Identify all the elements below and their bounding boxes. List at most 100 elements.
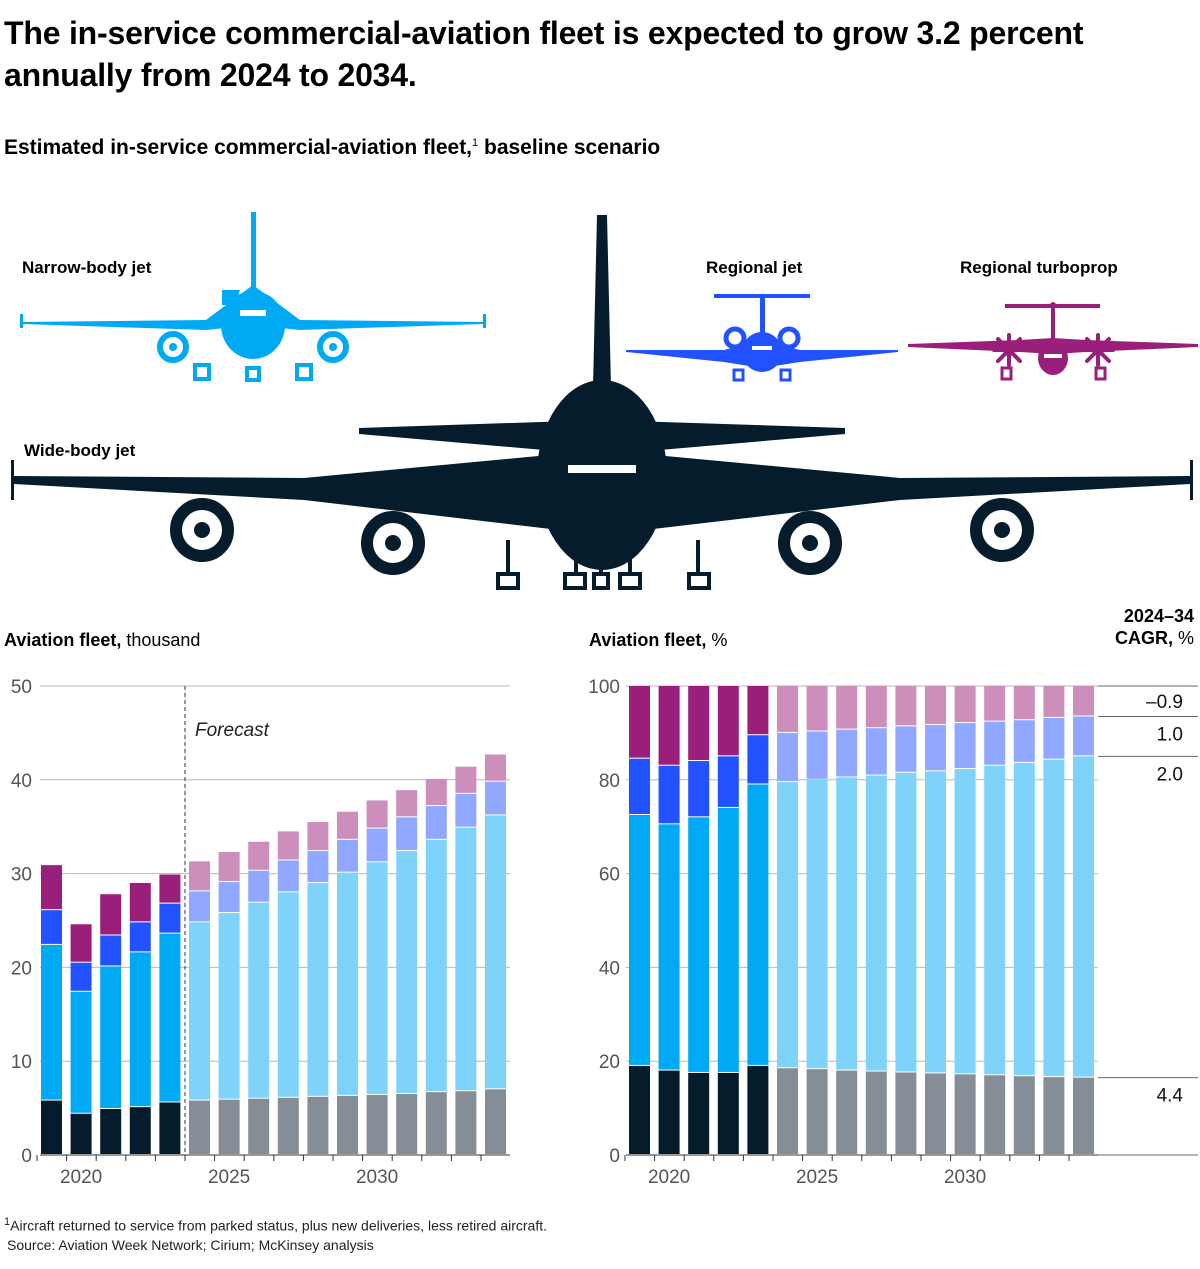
- left-bar-wide-body-jet-2031: [396, 1094, 418, 1154]
- right-bar-regional-jet-2025: [806, 731, 828, 779]
- right-panel-title-unit: %: [706, 630, 728, 650]
- left-y-tick-label: 0: [21, 1146, 32, 1167]
- left-bar-wide-body-jet-2023: [159, 1102, 181, 1154]
- left-bar-regional-jet-2032: [425, 806, 447, 839]
- right-bar-regional-jet-2022: [717, 756, 739, 807]
- right-bar-wide-body-jet-2024: [777, 1068, 798, 1154]
- left-bar-regional-jet-2031: [396, 817, 418, 851]
- left-bar-wide-body-jet-2021: [100, 1109, 122, 1154]
- left-bar-narrow-body-jet-2019: [41, 944, 62, 1100]
- cagr-header-unit: %: [1172, 628, 1194, 648]
- right-bar-regional-turboprop-2031: [984, 686, 1006, 721]
- right-bar-regional-jet-2021: [688, 761, 710, 817]
- left-bar-regional-turboprop-2022: [129, 882, 151, 922]
- left-bar-narrow-body-jet-2025: [218, 912, 240, 1099]
- left-bar-regional-turboprop-2024: [189, 861, 210, 891]
- chart-subtitle: Estimated in-service commercial-aviation…: [4, 136, 660, 160]
- right-bar-wide-body-jet-2030: [954, 1074, 976, 1154]
- left-bar-wide-body-jet-2029: [337, 1095, 358, 1154]
- left-x-tick-label-2020: 2020: [60, 1167, 102, 1188]
- left-bar-regional-jet-2030: [366, 828, 388, 862]
- right-bar-narrow-body-jet-2025: [806, 779, 828, 1069]
- aircraft-illustrations: [11, 212, 1198, 590]
- right-bar-wide-body-jet-2032: [1013, 1076, 1035, 1154]
- right-bar-wide-body-jet-2019: [629, 1065, 650, 1154]
- right-bar-narrow-body-jet-2021: [688, 817, 710, 1072]
- left-bar-regional-jet-2029: [337, 839, 358, 872]
- left-bar-narrow-body-jet-2033: [455, 827, 477, 1091]
- forecast-label: Forecast: [195, 720, 270, 741]
- left-bar-regional-turboprop-2031: [396, 790, 418, 817]
- right-bar-narrow-body-jet-2029: [925, 771, 946, 1073]
- left-bar-wide-body-jet-2032: [425, 1092, 447, 1154]
- right-bar-narrow-body-jet-2030: [954, 769, 976, 1074]
- left-bar-narrow-body-jet-2028: [307, 882, 329, 1096]
- left-bar-regional-jet-2027: [277, 860, 299, 892]
- left-bar-regional-turboprop-2019: [41, 865, 62, 910]
- footnote: 1Aircraft returned to service from parke…: [4, 1213, 547, 1255]
- left-bar-regional-jet-2022: [129, 922, 151, 952]
- regional-turboprop-icon: [908, 302, 1198, 381]
- right-bar-regional-turboprop-2022: [717, 686, 739, 756]
- right-bar-wide-body-jet-2034: [1073, 1077, 1094, 1154]
- left-y-tick-label: 20: [11, 958, 32, 979]
- left-bar-regional-turboprop-2028: [307, 822, 329, 851]
- left-bar-wide-body-jet-2030: [366, 1094, 388, 1154]
- left-x-tick-label-2025: 2025: [208, 1167, 250, 1188]
- right-bar-regional-jet-2020: [658, 765, 680, 824]
- right-x-tick-label-2020: 2020: [648, 1167, 690, 1188]
- subtitle-main: Estimated in-service commercial-aviation…: [4, 136, 473, 159]
- right-y-tick-label: 100: [588, 677, 620, 698]
- left-bar-regional-turboprop-2029: [337, 811, 358, 839]
- left-bar-wide-body-jet-2033: [455, 1091, 477, 1154]
- left-bar-regional-turboprop-2027: [277, 831, 299, 860]
- left-bar-wide-body-jet-2020: [70, 1113, 92, 1154]
- left-bar-narrow-body-jet-2030: [366, 862, 388, 1094]
- left-x-tick-label-2030: 2030: [356, 1167, 398, 1188]
- left-panel-title: Aviation fleet, thousand: [4, 630, 200, 651]
- left-bar-narrow-body-jet-2024: [189, 922, 210, 1100]
- left-bar-regional-turboprop-2034: [485, 754, 506, 781]
- label-wide-body: Wide-body jet: [24, 441, 136, 460]
- left-y-tick-label: 30: [11, 865, 32, 886]
- left-bar-regional-turboprop-2026: [248, 841, 270, 870]
- subtitle-rest: baseline scenario: [478, 136, 661, 159]
- right-bar-narrow-body-jet-2022: [717, 807, 739, 1072]
- left-bar-wide-body-jet-2024: [189, 1100, 210, 1154]
- subtitle-footnote-marker: 1: [472, 137, 479, 149]
- right-bar-regional-jet-2033: [1043, 717, 1065, 759]
- label-regional-turboprop: Regional turboprop: [960, 258, 1118, 277]
- right-bar-regional-jet-2023: [747, 735, 769, 784]
- left-bar-narrow-body-jet-2026: [248, 902, 270, 1098]
- right-bar-narrow-body-jet-2032: [1013, 762, 1035, 1076]
- left-bar-narrow-body-jet-2027: [277, 892, 299, 1097]
- right-bar-wide-body-jet-2026: [836, 1070, 858, 1154]
- regional-jet-icon: [626, 294, 898, 382]
- right-bar-regional-turboprop-2024: [777, 686, 798, 732]
- left-bar-wide-body-jet-2019: [41, 1100, 62, 1154]
- left-bar-narrow-body-jet-2023: [159, 933, 181, 1102]
- right-bar-wide-body-jet-2029: [925, 1073, 946, 1154]
- right-bar-regional-turboprop-2034: [1073, 686, 1094, 716]
- left-bar-regional-jet-2025: [218, 882, 240, 912]
- left-bar-regional-jet-2021: [100, 935, 122, 966]
- right-bar-narrow-body-jet-2019: [629, 814, 650, 1065]
- cagr-value-regional-turboprop: –0.9: [1146, 692, 1183, 713]
- left-bar-regional-jet-2023: [159, 903, 181, 933]
- right-bar-regional-turboprop-2033: [1043, 686, 1065, 717]
- right-bar-wide-body-jet-2031: [984, 1075, 1006, 1154]
- footnote-line-1: 1Aircraft returned to service from parke…: [4, 1213, 547, 1236]
- right-panel-title: Aviation fleet, %: [589, 630, 727, 651]
- right-bar-wide-body-jet-2027: [865, 1071, 887, 1154]
- right-bar-wide-body-jet-2020: [658, 1070, 680, 1154]
- left-bar-regional-jet-2034: [485, 781, 506, 815]
- left-y-tick-label: 10: [11, 1052, 32, 1073]
- narrow-body-jet-icon: [20, 212, 486, 382]
- right-bar-narrow-body-jet-2023: [747, 784, 769, 1065]
- right-bar-regional-jet-2026: [836, 729, 858, 777]
- right-bar-regional-turboprop-2026: [836, 686, 858, 729]
- left-bar-narrow-body-jet-2034: [485, 815, 506, 1089]
- right-bar-regional-turboprop-2028: [895, 686, 917, 726]
- right-bar-regional-jet-2019: [629, 758, 650, 814]
- left-bar-regional-turboprop-2033: [455, 766, 477, 793]
